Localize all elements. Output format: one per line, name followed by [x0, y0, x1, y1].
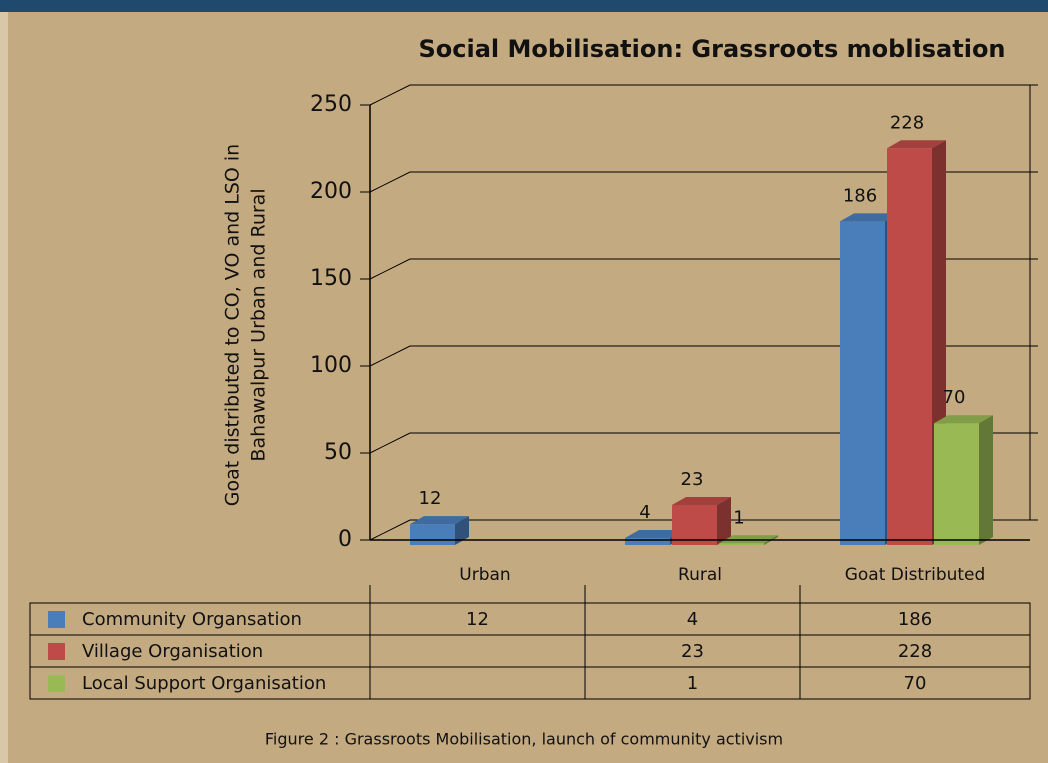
y-tick-label: 200 [310, 179, 352, 204]
y-tick-label: 50 [324, 440, 352, 465]
y-tick-label: 250 [310, 92, 352, 117]
chart-title: Social Mobilisation: Grassroots moblisat… [418, 35, 1005, 63]
bar-front [410, 524, 455, 545]
left-strip [0, 12, 8, 763]
table-value: 186 [898, 609, 932, 630]
top-band [0, 0, 1048, 12]
data-label: 4 [639, 502, 650, 523]
x-tick-label: Urban [459, 565, 510, 585]
grid-line [369, 345, 1030, 367]
legend-swatch [48, 611, 65, 628]
table-value: 23 [681, 641, 704, 662]
bar-front [887, 148, 932, 545]
table-value: 1 [687, 673, 698, 694]
data-label: 228 [890, 112, 924, 133]
x-tick-label: Goat Distributed [845, 565, 986, 585]
y-label-line: Goat distributed to CO, VO and LSO in [222, 144, 244, 506]
bar-front [840, 221, 885, 546]
grid-line [369, 84, 1030, 106]
table-value: 12 [466, 609, 489, 630]
grid-line [369, 432, 1030, 454]
bar-top [887, 140, 946, 149]
bar-top [934, 415, 993, 424]
bar-top [410, 516, 469, 525]
bar-side [455, 516, 469, 545]
y-label-line: Bahawalpur Urban and Rural [248, 188, 270, 461]
bar-front [934, 423, 979, 545]
legend-label: Village Organisation [82, 641, 263, 662]
bar-side [717, 496, 731, 545]
legend-swatch [48, 675, 65, 692]
y-tick-label: 100 [310, 353, 352, 378]
y-tick-label: 150 [310, 266, 352, 291]
bar-top [840, 213, 899, 222]
table-frame [29, 602, 1031, 700]
grid-line [369, 258, 1030, 280]
bar-top [672, 496, 731, 505]
legend-swatch [48, 643, 65, 660]
bar-front [719, 543, 764, 545]
caption: Figure 2 : Grassroots Mobilisation, laun… [265, 730, 783, 749]
bar-front [672, 504, 717, 545]
grid-line [369, 171, 1030, 193]
y-axis-label: Goat distributed to CO, VO and LSO in Ba… [222, 144, 270, 506]
data-label: 12 [419, 488, 442, 509]
table-value: 70 [904, 673, 927, 694]
bar-top [625, 530, 684, 539]
legend-label: Local Support Organisation [82, 673, 326, 694]
table-value: 4 [687, 609, 698, 630]
grid-line [369, 519, 1030, 541]
data-label: 1 [733, 507, 744, 528]
x-tick-label: Rural [678, 565, 722, 585]
data-label: 70 [943, 387, 966, 408]
bar-side [979, 415, 993, 545]
bar-front [625, 538, 670, 545]
legend-label: Community Organsation [82, 609, 302, 630]
table-value: 228 [898, 641, 932, 662]
y-tick-label: 0 [338, 527, 352, 552]
data-label: 186 [843, 185, 877, 206]
data-label: 23 [681, 469, 704, 490]
